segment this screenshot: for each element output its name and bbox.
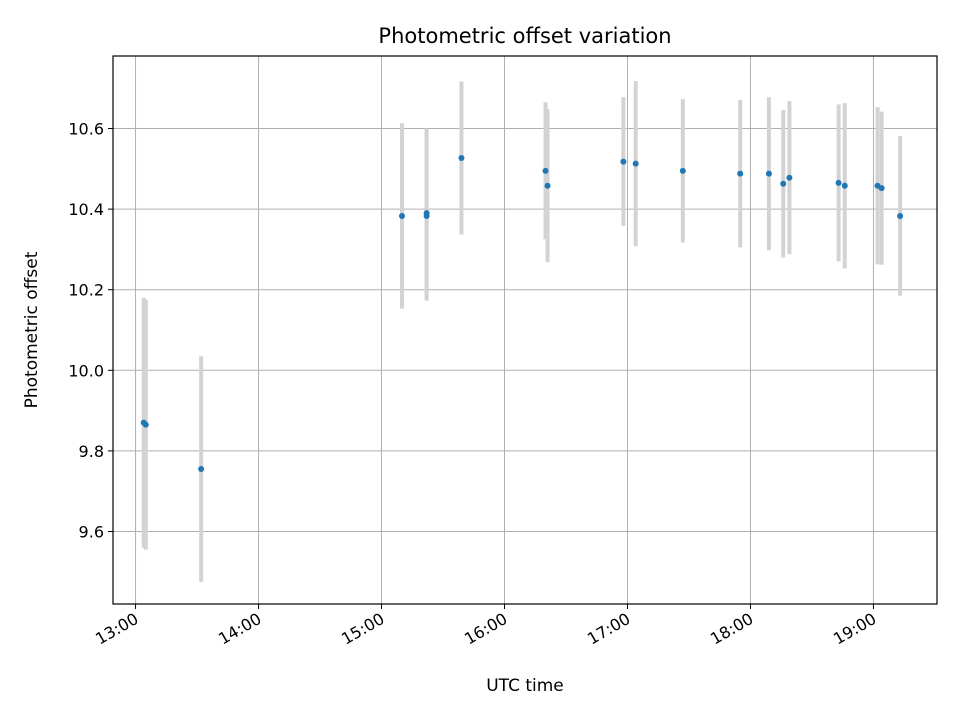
data-point: [142, 421, 149, 428]
data-point: [679, 167, 686, 174]
chart-title: Photometric offset variation: [378, 24, 671, 48]
data-point: [878, 185, 885, 192]
y-tick-label: 10.6: [68, 120, 104, 139]
data-point: [423, 210, 430, 217]
data-point: [786, 174, 793, 181]
data-point: [737, 170, 744, 177]
y-tick-label: 10.2: [68, 281, 104, 300]
data-point: [544, 182, 551, 189]
data-point: [620, 158, 627, 165]
data-point: [897, 212, 904, 219]
data-point: [632, 160, 639, 167]
grid: [113, 56, 937, 604]
data-point: [399, 212, 406, 219]
x-axis-label: UTC time: [486, 676, 564, 696]
y-tick-label: 9.6: [79, 522, 104, 541]
data-point: [765, 170, 772, 177]
data-point: [780, 180, 787, 187]
data-point: [458, 154, 465, 161]
data-point: [835, 179, 842, 186]
data-point: [542, 167, 549, 174]
y-tick-label: 10.4: [68, 200, 104, 219]
y-tick-label: 10.0: [68, 361, 104, 380]
y-axis: 9.6 9.8 10.0 10.2 10.4 10.6: [68, 120, 113, 541]
data-points: [140, 154, 904, 473]
y-tick-label: 9.8: [79, 442, 104, 461]
y-axis-label: Photometric offset: [22, 251, 42, 408]
data-point: [198, 466, 205, 473]
plot-frame: [112, 55, 938, 605]
data-point: [841, 182, 848, 189]
